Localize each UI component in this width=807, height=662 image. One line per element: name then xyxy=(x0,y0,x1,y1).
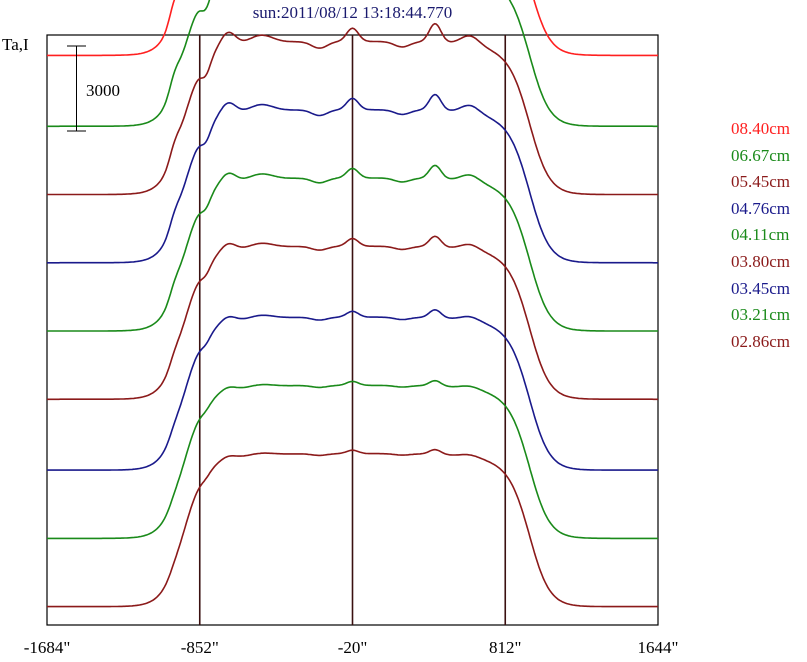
series-line-04.76cm xyxy=(47,93,658,264)
series-line-05.45cm xyxy=(47,22,658,196)
legend-entry: 08.40cm xyxy=(731,119,791,138)
legend-entry: 04.76cm xyxy=(731,198,791,218)
scale-bar-label: 3000 xyxy=(86,81,120,100)
legend-entry: 03.21cm xyxy=(731,305,791,325)
legend-entry: 04.11cm xyxy=(731,225,790,245)
y-axis-label: Ta,I xyxy=(2,35,29,54)
legend-entry: 03.80cm xyxy=(731,251,791,271)
scale-bar xyxy=(67,45,86,132)
legend-entry: 06.67cm xyxy=(731,145,791,165)
series-line-06.67cm xyxy=(47,0,658,128)
series-line-03.21cm xyxy=(47,379,658,540)
legend-entry: 05.45cm xyxy=(731,172,791,192)
series-line-02.86cm xyxy=(47,448,658,608)
x-tick-label: -1684" xyxy=(24,638,71,657)
chart-title: sun:2011/08/12 13:18:44.770 xyxy=(252,3,453,22)
legend: 08.40cm 06.67cm 05.45cm 04.76cm 04.11cm 03.80… xyxy=(731,119,790,358)
x-tick-label: 812" xyxy=(489,638,521,657)
x-tick-label: -852" xyxy=(181,638,219,657)
x-tick-label: 1644" xyxy=(638,638,679,657)
series-line-03.80cm xyxy=(47,235,658,401)
series-line-04.11cm xyxy=(47,164,658,332)
series-line-08.40cm xyxy=(47,0,658,57)
legend-entry: 02.86cm xyxy=(731,331,791,351)
series-line-03.45cm xyxy=(47,308,658,471)
x-tick-label: -20" xyxy=(338,638,368,657)
legend-entry: 03.45cm xyxy=(731,278,791,298)
